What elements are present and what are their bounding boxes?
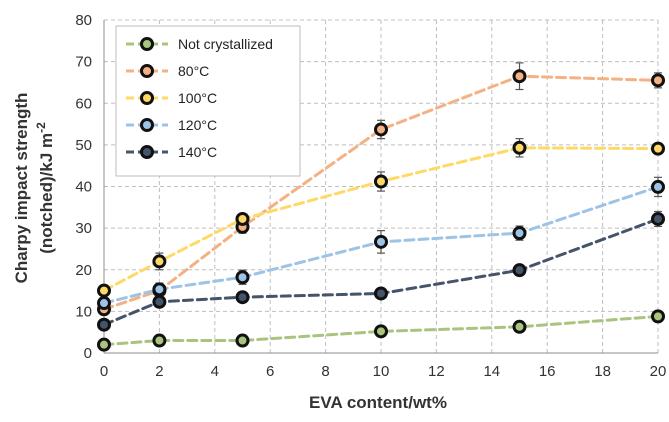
legend-swatch-marker (140, 145, 154, 159)
data-point (374, 234, 388, 249)
data-point (97, 296, 111, 311)
data-point (651, 179, 665, 194)
plot-area (97, 62, 665, 352)
legend-label: 80°C (178, 63, 209, 79)
data-point (512, 69, 527, 84)
data-point (235, 211, 250, 226)
x-tick-label: 10 (373, 363, 390, 380)
y-tick-label: 40 (75, 179, 92, 196)
series-line (102, 146, 660, 293)
x-tick-label: 12 (428, 363, 445, 380)
data-point (235, 333, 250, 348)
y-axis-title-sup: -2 (34, 122, 48, 133)
tick-labels: 0 2 4 6 8 10 12 14 16 18 20 0 10 20 30 40 50 60 70 80 (75, 12, 666, 380)
data-point (651, 309, 665, 324)
y-axis-title: Charpy impact strength (notched)/kJ m-2 (12, 93, 56, 284)
data-point (152, 282, 167, 297)
data-point (512, 263, 527, 278)
legend-label: Not crystallized (178, 36, 273, 52)
x-tick-label: 2 (155, 363, 163, 380)
y-tick-label: 80 (75, 12, 92, 29)
data-point (374, 286, 388, 301)
data-point (512, 140, 527, 155)
data-point (97, 283, 111, 298)
y-axis-title-line2: (notched)/kJ m-2 (34, 122, 56, 254)
series-line (102, 217, 660, 327)
x-tick-label: 6 (266, 363, 274, 380)
legend-label: 140°C (178, 144, 217, 160)
data-point (374, 174, 388, 189)
legend-swatch-marker (140, 91, 154, 105)
x-tick-label: 18 (594, 363, 611, 380)
x-tick-label: 16 (539, 363, 556, 380)
data-point (235, 290, 250, 305)
data-point (651, 141, 665, 156)
y-tick-label: 0 (84, 345, 92, 362)
data-point (374, 324, 388, 339)
legend-swatch-marker (140, 37, 154, 51)
y-tick-label: 70 (75, 54, 92, 71)
legend-label: 100°C (178, 90, 217, 106)
legend-swatch-marker (140, 118, 154, 132)
x-axis-title: EVA content/wt% (309, 393, 447, 412)
x-tick-label: 14 (483, 363, 500, 380)
x-tick-label: 0 (100, 363, 108, 380)
x-tick-label: 8 (321, 363, 329, 380)
data-point (651, 211, 665, 226)
data-point (97, 317, 111, 332)
data-point (152, 254, 167, 269)
data-point (651, 73, 665, 88)
series-line (102, 314, 660, 347)
data-point (512, 319, 527, 334)
y-axis-title-main: (notched)/kJ m (37, 133, 56, 254)
y-tick-label: 10 (75, 303, 92, 320)
y-tick-label: 60 (75, 95, 92, 112)
data-point (235, 270, 250, 285)
series-line (102, 185, 660, 305)
x-tick-label: 4 (211, 363, 219, 380)
data-point (152, 294, 167, 309)
data-point (152, 333, 167, 348)
y-tick-label: 30 (75, 220, 92, 237)
legend: Not crystallized 80°C 100°C 120°C 140°C (115, 25, 301, 177)
data-point (97, 337, 111, 352)
legend-label: 120°C (178, 117, 217, 133)
legend-swatch-marker (140, 64, 154, 78)
data-point (512, 226, 527, 241)
y-axis-title-line1: Charpy impact strength (12, 93, 31, 284)
data-point (374, 122, 388, 137)
x-tick-label: 20 (650, 363, 667, 380)
y-tick-label: 20 (75, 262, 92, 279)
y-tick-label: 50 (75, 137, 92, 154)
series-line (102, 74, 660, 311)
